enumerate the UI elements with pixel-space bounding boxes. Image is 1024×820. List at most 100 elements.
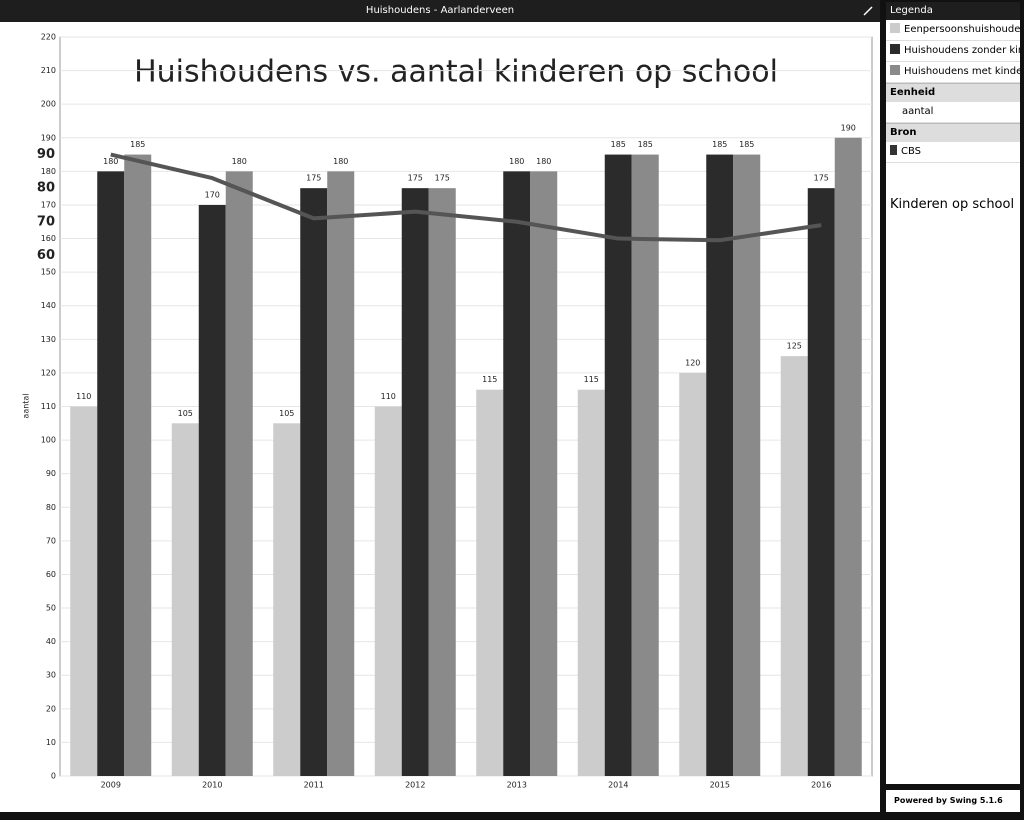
value-label: 185 — [739, 140, 754, 149]
bar — [604, 154, 632, 776]
y-tick-label: 10 — [46, 738, 56, 747]
y-tick-label: 190 — [41, 133, 56, 142]
y-tick-label: 0 — [51, 772, 56, 781]
y-tick-label: 40 — [46, 637, 56, 646]
value-label: 175 — [306, 174, 321, 183]
legend-item[interactable]: Eenpersoonshuishouden — [886, 20, 1020, 41]
y-tick-label: 150 — [41, 268, 56, 277]
y2-tick-label: 90 — [37, 147, 55, 162]
expand-icon[interactable] — [863, 6, 873, 16]
value-label: 120 — [685, 358, 700, 367]
x-tick-label: 2009 — [101, 781, 121, 790]
value-label: 115 — [482, 375, 497, 384]
y-tick-label: 60 — [46, 570, 56, 579]
legend: Eenpersoonshuishouden Huishoudens zonder … — [886, 20, 1020, 83]
bar — [530, 171, 558, 776]
bar — [706, 154, 734, 776]
x-tick-label: 2016 — [811, 781, 831, 790]
value-label: 170 — [205, 190, 220, 199]
source-row[interactable]: CBS — [886, 142, 1020, 163]
bar — [374, 406, 402, 776]
bar — [807, 188, 835, 777]
value-label: 180 — [536, 157, 551, 166]
value-label: 190 — [841, 123, 856, 132]
bar — [124, 154, 152, 776]
value-label: 110 — [381, 392, 396, 401]
book-icon — [890, 145, 897, 155]
bar — [225, 171, 253, 776]
value-label: 175 — [408, 174, 423, 183]
y-tick-label: 70 — [46, 536, 56, 545]
bar — [780, 356, 808, 776]
bar — [577, 389, 605, 776]
x-tick-label: 2013 — [507, 781, 527, 790]
y2-tick-label: 60 — [37, 248, 55, 263]
chart: Huishoudens vs. aantal kinderen op schoo… — [22, 6, 873, 790]
bar — [428, 188, 456, 777]
y2-tick-label: 80 — [37, 181, 55, 196]
bar — [503, 171, 531, 776]
bar — [401, 188, 429, 777]
legend-label: Huishoudens zonder kinderen — [904, 45, 1020, 56]
bar — [70, 406, 98, 776]
y-tick-label: 160 — [41, 234, 56, 243]
line — [110, 152, 822, 243]
legend-swatch — [890, 23, 900, 33]
x-tick-label: 2014 — [608, 781, 628, 790]
unit-title: Eenheid — [886, 83, 1020, 102]
bar — [631, 154, 659, 776]
line-legend: Kinderen op school — [890, 197, 1015, 212]
value-label: 105 — [279, 409, 294, 418]
x-tick-label: 2012 — [405, 781, 425, 790]
y-tick-label: 220 — [41, 33, 56, 42]
x-tick-label: 2015 — [710, 781, 730, 790]
value-label: 185 — [712, 140, 727, 149]
y-tick-label: 130 — [41, 335, 56, 344]
value-label: 115 — [584, 375, 599, 384]
y-tick-label: 100 — [41, 436, 56, 445]
value-label: 185 — [611, 140, 626, 149]
value-label: 105 — [178, 409, 193, 418]
bar — [171, 423, 199, 776]
bar — [198, 204, 226, 777]
source-title: Bron — [886, 123, 1020, 142]
bar — [834, 137, 862, 777]
sidebar: Legenda Eenpersoonshuishouden Huishoudens… — [886, 2, 1020, 784]
y-tick-label: 170 — [41, 200, 56, 209]
window-title: Huishoudens - Aarlanderveen — [0, 0, 880, 22]
y-tick-label: 140 — [41, 301, 56, 310]
bar — [476, 389, 504, 776]
legend-item[interactable]: Huishoudens met kinderen — [886, 62, 1020, 83]
value-label: 175 — [814, 174, 829, 183]
y-tick-label: 80 — [46, 503, 56, 512]
x-tick-label: 2010 — [202, 781, 222, 790]
footer: Powered by Swing 5.1.6 — [886, 790, 1020, 812]
value-label: 180 — [232, 157, 247, 166]
chart-title: Huishoudens vs. aantal kinderen op schoo… — [134, 55, 778, 90]
chart-window: Huishoudens - Aarlanderveen Huishoudens … — [0, 0, 880, 812]
y-tick-label: 30 — [46, 671, 56, 680]
y-tick-label: 120 — [41, 368, 56, 377]
bar — [679, 372, 707, 776]
legend-item[interactable]: Huishoudens zonder kinderen — [886, 41, 1020, 62]
value-label: 125 — [787, 342, 802, 351]
bar — [300, 188, 328, 777]
y-axis-label: aantal — [22, 393, 31, 418]
value-label: 185 — [130, 140, 145, 149]
y-tick-label: 200 — [41, 100, 56, 109]
value-label: 175 — [435, 174, 450, 183]
bar — [327, 171, 355, 776]
bar — [273, 423, 301, 776]
value-label: 180 — [509, 157, 524, 166]
legend-swatch — [890, 65, 900, 75]
y-tick-label: 90 — [46, 469, 56, 478]
x-tick-label: 2011 — [304, 781, 324, 790]
source[interactable]: CBS — [901, 146, 922, 157]
legend-label: Huishoudens met kinderen — [904, 66, 1020, 77]
y-tick-label: 20 — [46, 704, 56, 713]
y-tick-label: 50 — [46, 604, 56, 613]
y-tick-label: 110 — [41, 402, 56, 411]
y-tick-label: 210 — [41, 66, 56, 75]
unit: aantal — [886, 102, 1020, 123]
